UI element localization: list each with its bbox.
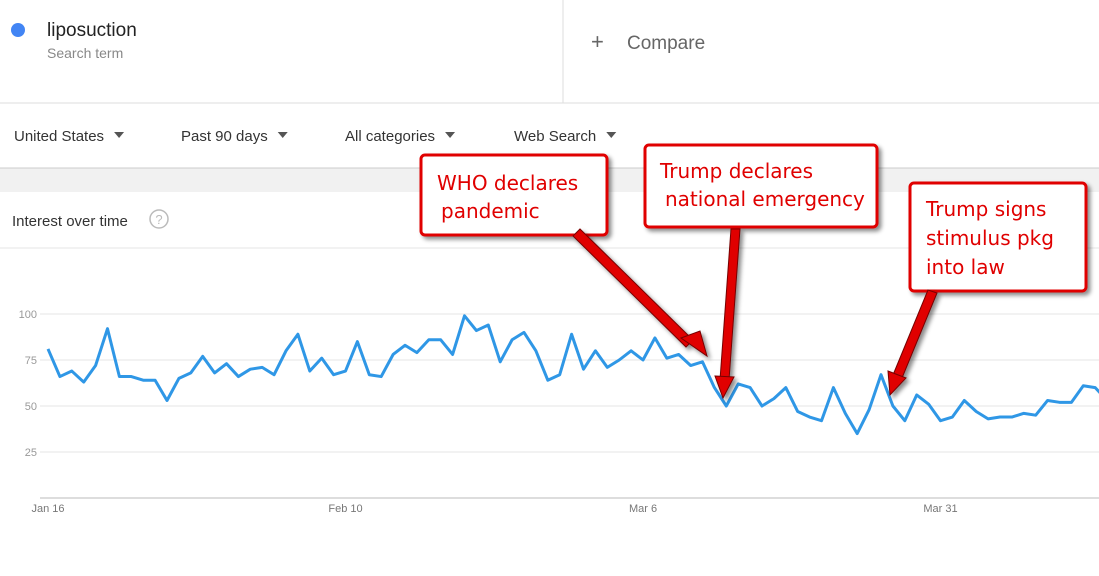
arrow: [892, 289, 938, 379]
help-icon[interactable]: [149, 209, 169, 229]
annotation-text: pandemic: [441, 199, 540, 223]
plus-icon[interactable]: +: [591, 29, 604, 54]
dropdown-arrow: [114, 132, 125, 138]
y-tick-label: 75: [25, 355, 37, 367]
filter-dropdown[interactable]: Web Search: [514, 128, 596, 145]
filters: United States Past 90 days All categories W…: [14, 128, 617, 145]
card-title: Interest over time: [12, 213, 128, 230]
compare[interactable]: Compare: [627, 33, 705, 54]
series-dot: [11, 23, 25, 37]
filter-dropdown[interactable]: United States: [14, 128, 104, 145]
search-term[interactable]: liposuction: [47, 20, 137, 41]
help-icon[interactable]: ?: [155, 212, 162, 227]
dropdown-arrow: [445, 132, 456, 138]
series-line: [46, 314, 1099, 436]
x-tick-label: Mar 6: [629, 503, 657, 515]
dropdown-arrow: [277, 132, 288, 138]
term-type: Search term: [47, 45, 123, 61]
y-tick-label: 100: [19, 309, 37, 321]
annotation-text: national emergency: [665, 187, 865, 211]
y-tick-label: 50: [25, 401, 37, 413]
annotation-text: into law: [926, 255, 1005, 279]
arrow: [679, 330, 708, 358]
annotation-box: [908, 181, 1088, 293]
arrow: [714, 375, 735, 400]
chart: 25 50 75 100 Jan 16 Feb 10 Mar 6 Mar 31: [19, 309, 1099, 515]
arrow: [719, 228, 741, 381]
x-tick-label: Mar 31: [923, 503, 957, 515]
annotation-text: stimulus pkg: [926, 226, 1054, 250]
filter-dropdown[interactable]: Past 90 days: [181, 128, 268, 145]
annotation-box: [419, 153, 609, 237]
annotation-text: Trump signs: [925, 197, 1046, 221]
annotation-text: WHO declares: [437, 171, 578, 195]
annotation-box: [643, 143, 879, 229]
annotation-text: Trump declares: [659, 159, 813, 183]
y-tick-label: 25: [25, 447, 37, 459]
arrow: [887, 370, 907, 397]
filter-dropdown[interactable]: All categories: [345, 128, 435, 145]
annotations: WHO declares pandemic Trump declares nation…: [419, 143, 1088, 400]
arrow: [572, 228, 694, 348]
dropdown-arrow: [606, 132, 617, 138]
x-tick-label: Jan 16: [31, 503, 64, 515]
x-tick-label: Feb 10: [328, 503, 362, 515]
